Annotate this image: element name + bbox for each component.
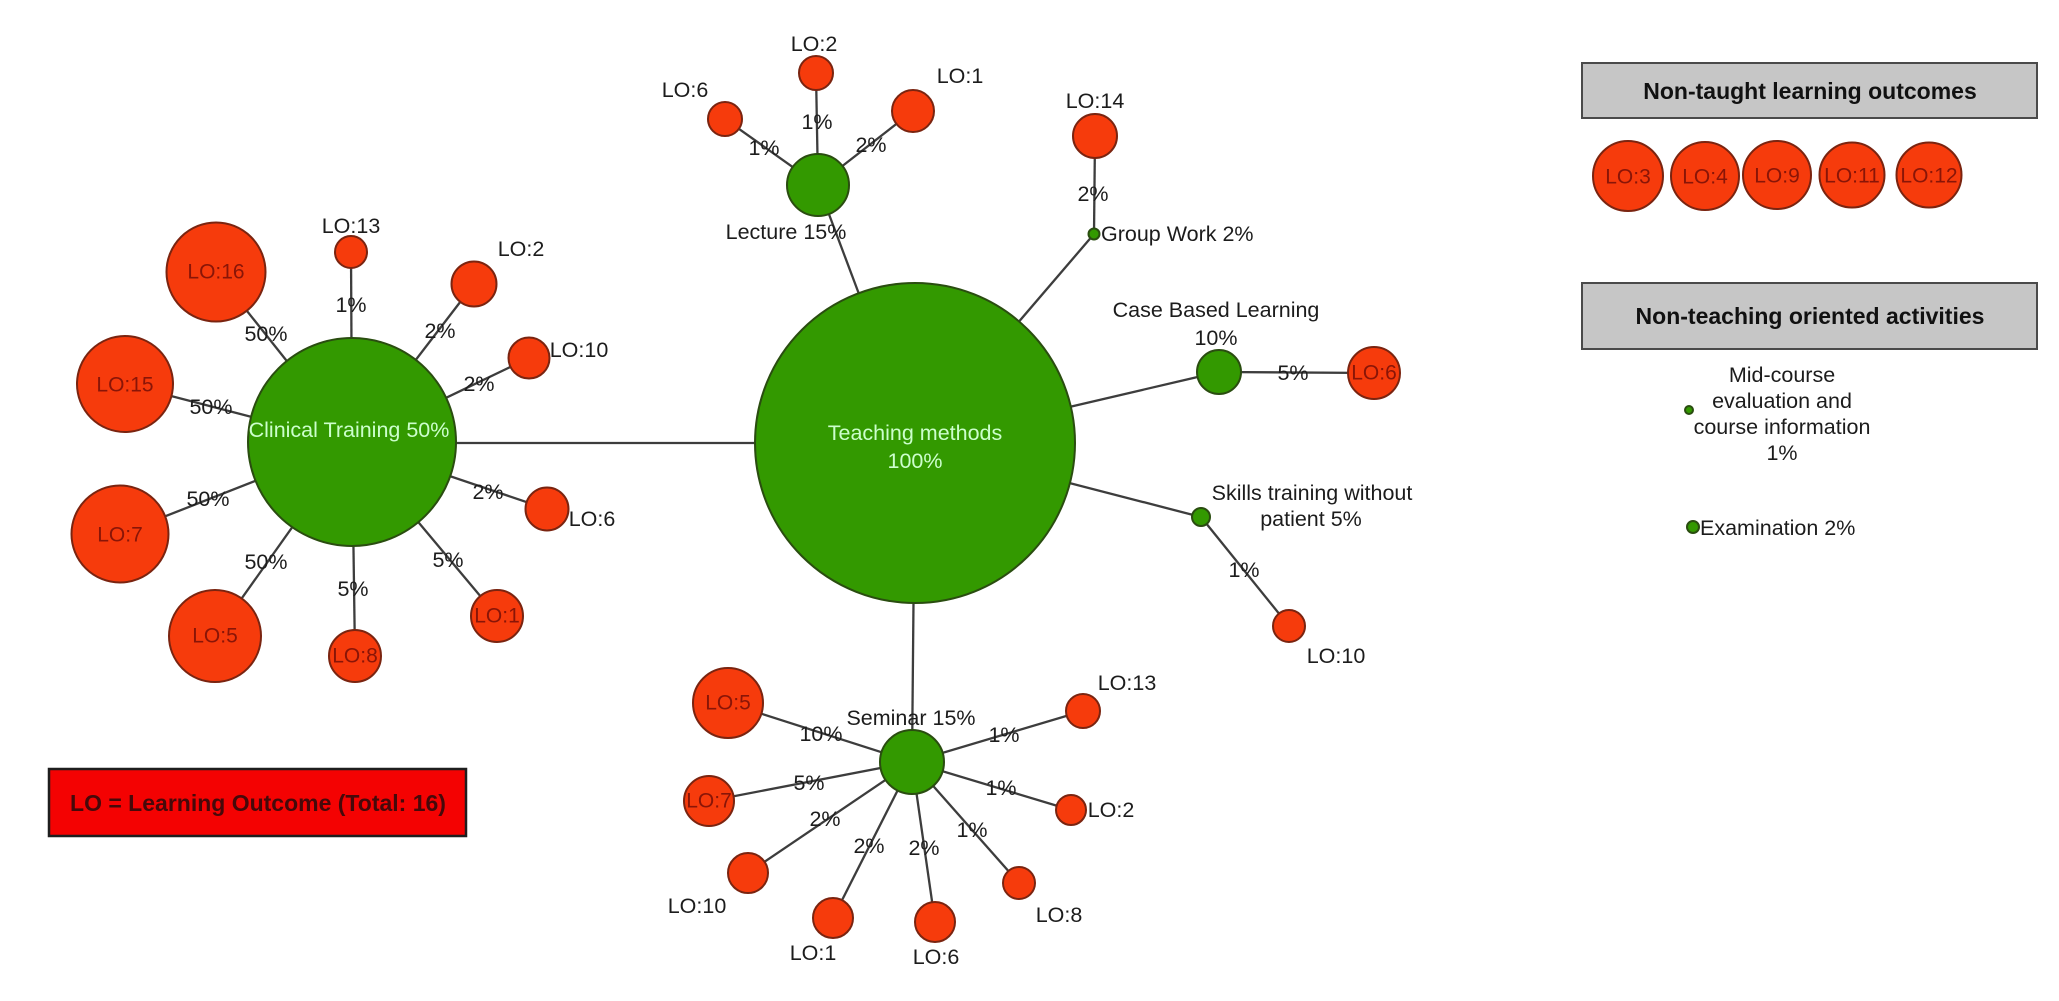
svg-text:LO:8: LO:8 [332,645,378,668]
svg-text:1%: 1% [1766,441,1797,465]
svg-text:Lecture 15%: Lecture 15% [726,220,847,244]
svg-text:LO:14: LO:14 [1066,89,1125,113]
svg-text:5%: 5% [337,577,368,601]
svg-text:1%: 1% [748,136,779,160]
svg-text:Examination 2%: Examination 2% [1700,516,1855,540]
svg-text:LO:10: LO:10 [550,338,609,362]
svg-text:LO:1: LO:1 [474,605,520,628]
svg-text:LO:12: LO:12 [1900,165,1957,188]
svg-text:LO:1: LO:1 [790,941,837,965]
svg-text:Seminar 15%: Seminar 15% [846,706,975,730]
svg-text:2%: 2% [463,372,494,396]
svg-text:LO:1: LO:1 [937,64,984,88]
svg-text:2%: 2% [908,836,939,860]
svg-text:5%: 5% [793,771,824,795]
svg-text:LO:6: LO:6 [569,507,616,531]
svg-text:Mid-course: Mid-course [1729,363,1835,387]
svg-text:LO:5: LO:5 [705,692,751,715]
svg-text:LO:2: LO:2 [1088,798,1135,822]
svg-text:1%: 1% [956,818,987,842]
svg-text:1%: 1% [985,776,1016,800]
svg-text:50%: 50% [244,322,287,346]
svg-text:LO:9: LO:9 [1754,165,1800,188]
svg-text:LO:16: LO:16 [187,261,244,284]
svg-text:Case Based Learning: Case Based Learning [1113,298,1320,322]
svg-text:2%: 2% [809,807,840,831]
svg-text:LO:6: LO:6 [662,78,709,102]
svg-text:5%: 5% [1277,361,1308,385]
svg-text:evaluation and: evaluation and [1712,389,1852,413]
svg-text:LO:11: LO:11 [1824,165,1880,188]
svg-text:Group Work 2%: Group Work 2% [1101,222,1254,246]
svg-text:LO:2: LO:2 [498,237,545,261]
svg-text:1%: 1% [801,110,832,134]
svg-text:Clinical Training 50%: Clinical Training 50% [249,418,450,442]
svg-text:50%: 50% [189,395,232,419]
svg-text:LO:8: LO:8 [1036,903,1083,927]
svg-text:100%: 100% [888,449,943,473]
svg-text:LO:4: LO:4 [1682,166,1728,189]
svg-text:patient 5%: patient 5% [1260,507,1362,531]
svg-text:LO:15: LO:15 [96,374,153,397]
svg-text:course information: course information [1694,415,1871,439]
svg-text:LO:10: LO:10 [668,894,727,918]
svg-text:LO:7: LO:7 [686,790,732,813]
svg-text:LO:6: LO:6 [913,945,960,969]
svg-text:LO:3: LO:3 [1605,166,1651,189]
svg-text:2%: 2% [855,133,886,157]
svg-text:10%: 10% [1194,326,1237,350]
svg-text:1%: 1% [1228,558,1259,582]
svg-text:LO:7: LO:7 [97,524,143,547]
svg-text:LO:10: LO:10 [1307,644,1366,668]
svg-text:LO:13: LO:13 [322,214,381,238]
svg-text:LO = Learning Outcome (Total:: LO = Learning Outcome (Total: 16) [70,790,446,816]
svg-text:Non-teaching oriented activiti: Non-teaching oriented activities [1636,303,1985,329]
svg-text:LO:2: LO:2 [791,32,838,56]
svg-text:Non-taught learning outcomes: Non-taught learning outcomes [1643,78,1977,104]
svg-text:Skills training without: Skills training without [1212,481,1413,505]
svg-text:10%: 10% [799,722,842,746]
svg-text:50%: 50% [244,550,287,574]
svg-text:2%: 2% [853,834,884,858]
svg-text:LO:6: LO:6 [1351,362,1397,385]
svg-text:2%: 2% [472,480,503,504]
svg-text:1%: 1% [988,723,1019,747]
svg-text:2%: 2% [1077,182,1108,206]
svg-text:50%: 50% [186,487,229,511]
svg-text:5%: 5% [432,548,463,572]
svg-text:2%: 2% [424,319,455,343]
svg-text:LO:5: LO:5 [192,625,238,648]
svg-text:1%: 1% [335,293,366,317]
svg-text:Teaching methods: Teaching methods [828,421,1003,445]
svg-text:LO:13: LO:13 [1098,671,1157,695]
